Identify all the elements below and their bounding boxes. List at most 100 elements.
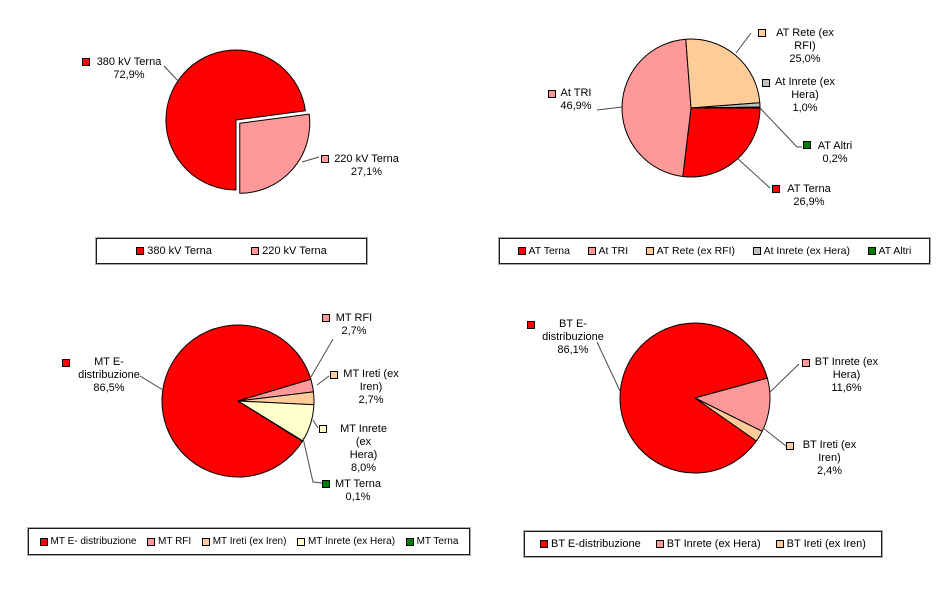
slice-label-line: BT Ireti (ex [802,439,857,451]
leader-lines [596,32,802,189]
legend-label: At TRI [598,245,629,257]
legend-marker [540,540,549,548]
pie [619,322,771,474]
legend-item: At TRI [587,245,629,257]
leader-line [762,427,787,447]
label-marker [322,314,330,322]
legend-item: MT Inrete (ex Hera) [296,536,396,547]
legend-label: MT Inrete (ex Hera) [307,536,396,547]
legend-item: BT Ireti (ex Iren) [775,538,866,550]
slice-label-line: 86,5% [93,382,125,394]
legend-marker [775,540,784,548]
slice-label-line: 8,0% [350,462,377,474]
legend-label: AT Terna [528,245,570,257]
leader-line [769,363,800,393]
slice-label-line: Hera) [832,369,861,381]
legend-label: 380 kV Terna [147,245,212,257]
label-marker [321,155,329,163]
slice-label-line: RFI) [794,40,816,52]
slice-label-line: AT Altri [817,140,853,152]
leader-line [301,156,320,163]
label-marker [803,141,811,149]
slice-label-line: 1,0% [792,102,818,114]
legend-marker [296,537,305,546]
slice-label-line: Hera) [349,449,378,461]
legend-label: MT Terna [416,536,459,547]
slice-label-line: Iren) [359,381,383,393]
legend-label: MT E- distribuzione [50,536,137,547]
legend: 380 kV Terna 220 kV Terna [95,237,368,265]
legend-label: AT Altri [878,245,912,257]
pie-chart-bt: BT E- distribuzione 86,1% BT Inrete (ex … [500,300,940,560]
leader-line [759,107,802,148]
leader-lines [596,341,800,447]
slice-label-line: At Inrete (ex [775,76,835,88]
slice-label-line: MT Ireti (ex [343,368,399,380]
slice-label-line: 46,9% [560,100,592,112]
label-marker [548,90,556,98]
legend-item: AT Rete (ex RFI) [645,245,736,257]
slice-label-line: MT E- [94,356,124,368]
legend-label: BT Ireti (ex Iren) [786,538,866,550]
pie-plot [163,49,320,194]
legend-item: BT Inrete (ex Hera) [655,538,761,550]
slice-label: BT Ireti (ex Iren) 2,4% [801,439,858,478]
pie-slice-0 [682,107,761,178]
leader-line [163,65,181,84]
slice-label-line: MT RFI [335,312,373,324]
leader-line [139,375,164,391]
slice-label-line: 2,4% [816,465,843,477]
slice-label: 220 kV Terna 27,1% [331,153,402,179]
slice-label-line: Iren) [818,452,841,464]
label-marker [82,58,90,66]
slice-label: AT Terna 26,9% [783,183,835,209]
legend-item: MT RFI [147,536,191,547]
leader-line [596,341,621,392]
slice-label-line: 72,9% [113,69,145,81]
slice-label-line: AT Rete (ex [776,27,834,39]
slice-label-line: 220 kV Terna [334,153,399,165]
slice-label-line: 2,7% [341,325,367,337]
legend-item: MT Terna [405,536,459,547]
legend-marker [645,247,654,255]
legend-marker [587,247,596,255]
slice-label-line: AT Terna [787,183,831,195]
legend-label: AT Rete (ex RFI) [656,245,736,257]
slice-label: 380 kV Terna 72,9% [93,56,165,82]
slice-label: MT E- distribuzione 86,5% [77,356,141,395]
pie-slice-0 [619,322,768,474]
legend-marker [655,540,664,548]
slice-label-line: 25,0% [789,53,821,65]
pie [165,49,311,194]
legend: BT E-distribuzione BT Inrete (ex Hera) B… [523,530,883,558]
legend-item: MT Ireti (ex Iren) [201,536,286,547]
leader-line [316,375,330,386]
pie-slice-0 [161,324,312,478]
slice-label-line: distribuzione [78,369,140,381]
label-marker [786,442,794,450]
leader-line [302,437,323,484]
pie-slice-2 [694,397,763,442]
pie-plot [139,324,334,484]
slice-label: MT Inrete (ex Hera) 8,0% [331,423,396,475]
slice-label-line: 86,1% [557,344,589,356]
legend-item: 220 kV Terna [251,245,327,257]
slice-label-line: BT E- [559,318,587,330]
legend-item: AT Terna [517,245,570,257]
pie-slice-0 [165,49,306,191]
legend-marker [517,247,526,255]
slice-label-line: 0,2% [822,153,848,165]
pie [621,38,761,178]
slice-label: MT Terna 0,1% [333,478,383,504]
legend-marker [147,537,156,546]
slice-label-line: MT Terna [334,478,382,490]
legend-marker [39,537,48,546]
slice-label: BT E- distribuzione 86,1% [540,318,606,357]
pie-plot [596,322,800,474]
legend-label: BT E-distribuzione [551,538,641,550]
legend-item: BT E-distribuzione [540,538,641,550]
pie-slice-4 [237,400,304,442]
label-marker [772,185,780,193]
legend-label: MT RFI [158,536,192,547]
